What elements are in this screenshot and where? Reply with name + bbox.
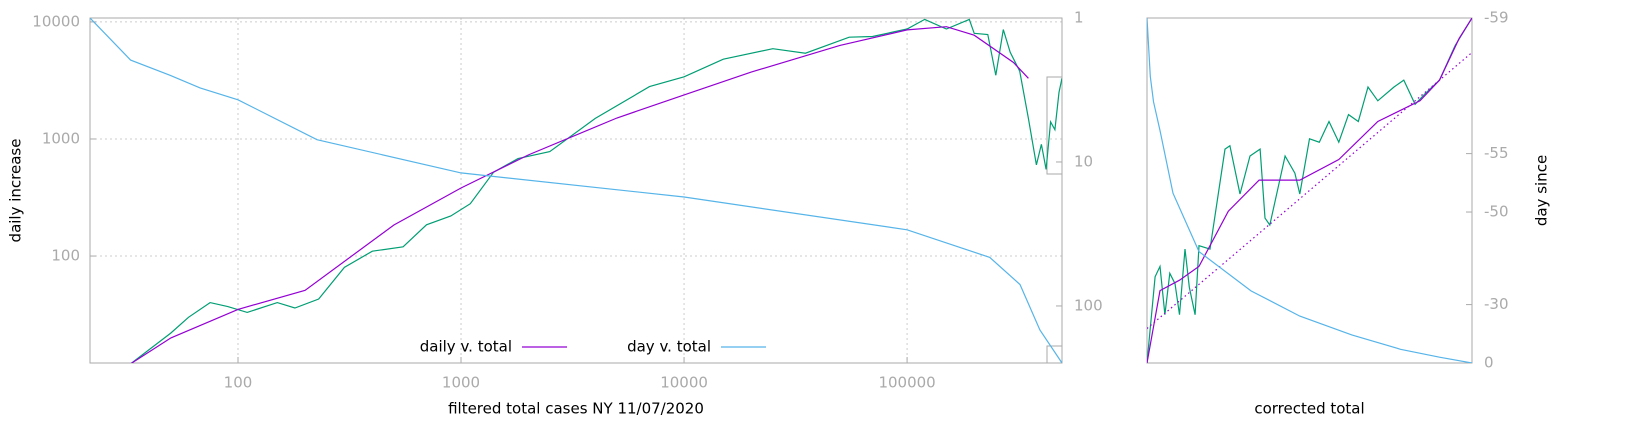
y2-tick-label: -55 — [1484, 144, 1509, 162]
legend-label: day v. total — [627, 338, 711, 356]
x-tick-label: 1000 — [442, 374, 480, 392]
series-line — [90, 18, 1062, 363]
y-tick-label: 1000 — [42, 129, 80, 147]
x-tick-label: 100000 — [878, 374, 935, 392]
legend-label: daily v. total — [420, 338, 512, 356]
x-tick-label: 100 — [224, 374, 253, 392]
series-line — [1147, 18, 1472, 363]
plot-frame — [1146, 17, 1473, 364]
y-axis-title: daily increase — [7, 139, 25, 243]
y2-tick-label: 1 — [1074, 9, 1084, 27]
plot-area — [1147, 18, 1472, 363]
y2-tick-label: 10 — [1074, 152, 1093, 170]
y2-tick-label: -30 — [1484, 295, 1509, 313]
y2-tick-label: -59 — [1484, 9, 1509, 27]
plot-frame — [89, 17, 1063, 364]
y2-tick-label: 0 — [1484, 354, 1494, 372]
x-tick-label: 10000 — [660, 374, 708, 392]
y2-axis-title: day since — [1533, 155, 1551, 226]
y-tick-label: 100 — [51, 247, 80, 265]
y-tick-label: 10000 — [32, 12, 80, 30]
series-line — [130, 26, 1029, 363]
x-axis-title: corrected total — [1254, 400, 1364, 418]
x-axis-title: filtered total cases NY 11/07/2020 — [448, 400, 704, 418]
y2-tick-label: 100 — [1074, 296, 1103, 314]
series-line — [1147, 52, 1472, 329]
y2-tick-label: -50 — [1484, 203, 1509, 221]
series-line — [130, 18, 1062, 363]
series-line — [1147, 18, 1472, 363]
plot-area — [90, 18, 1062, 363]
